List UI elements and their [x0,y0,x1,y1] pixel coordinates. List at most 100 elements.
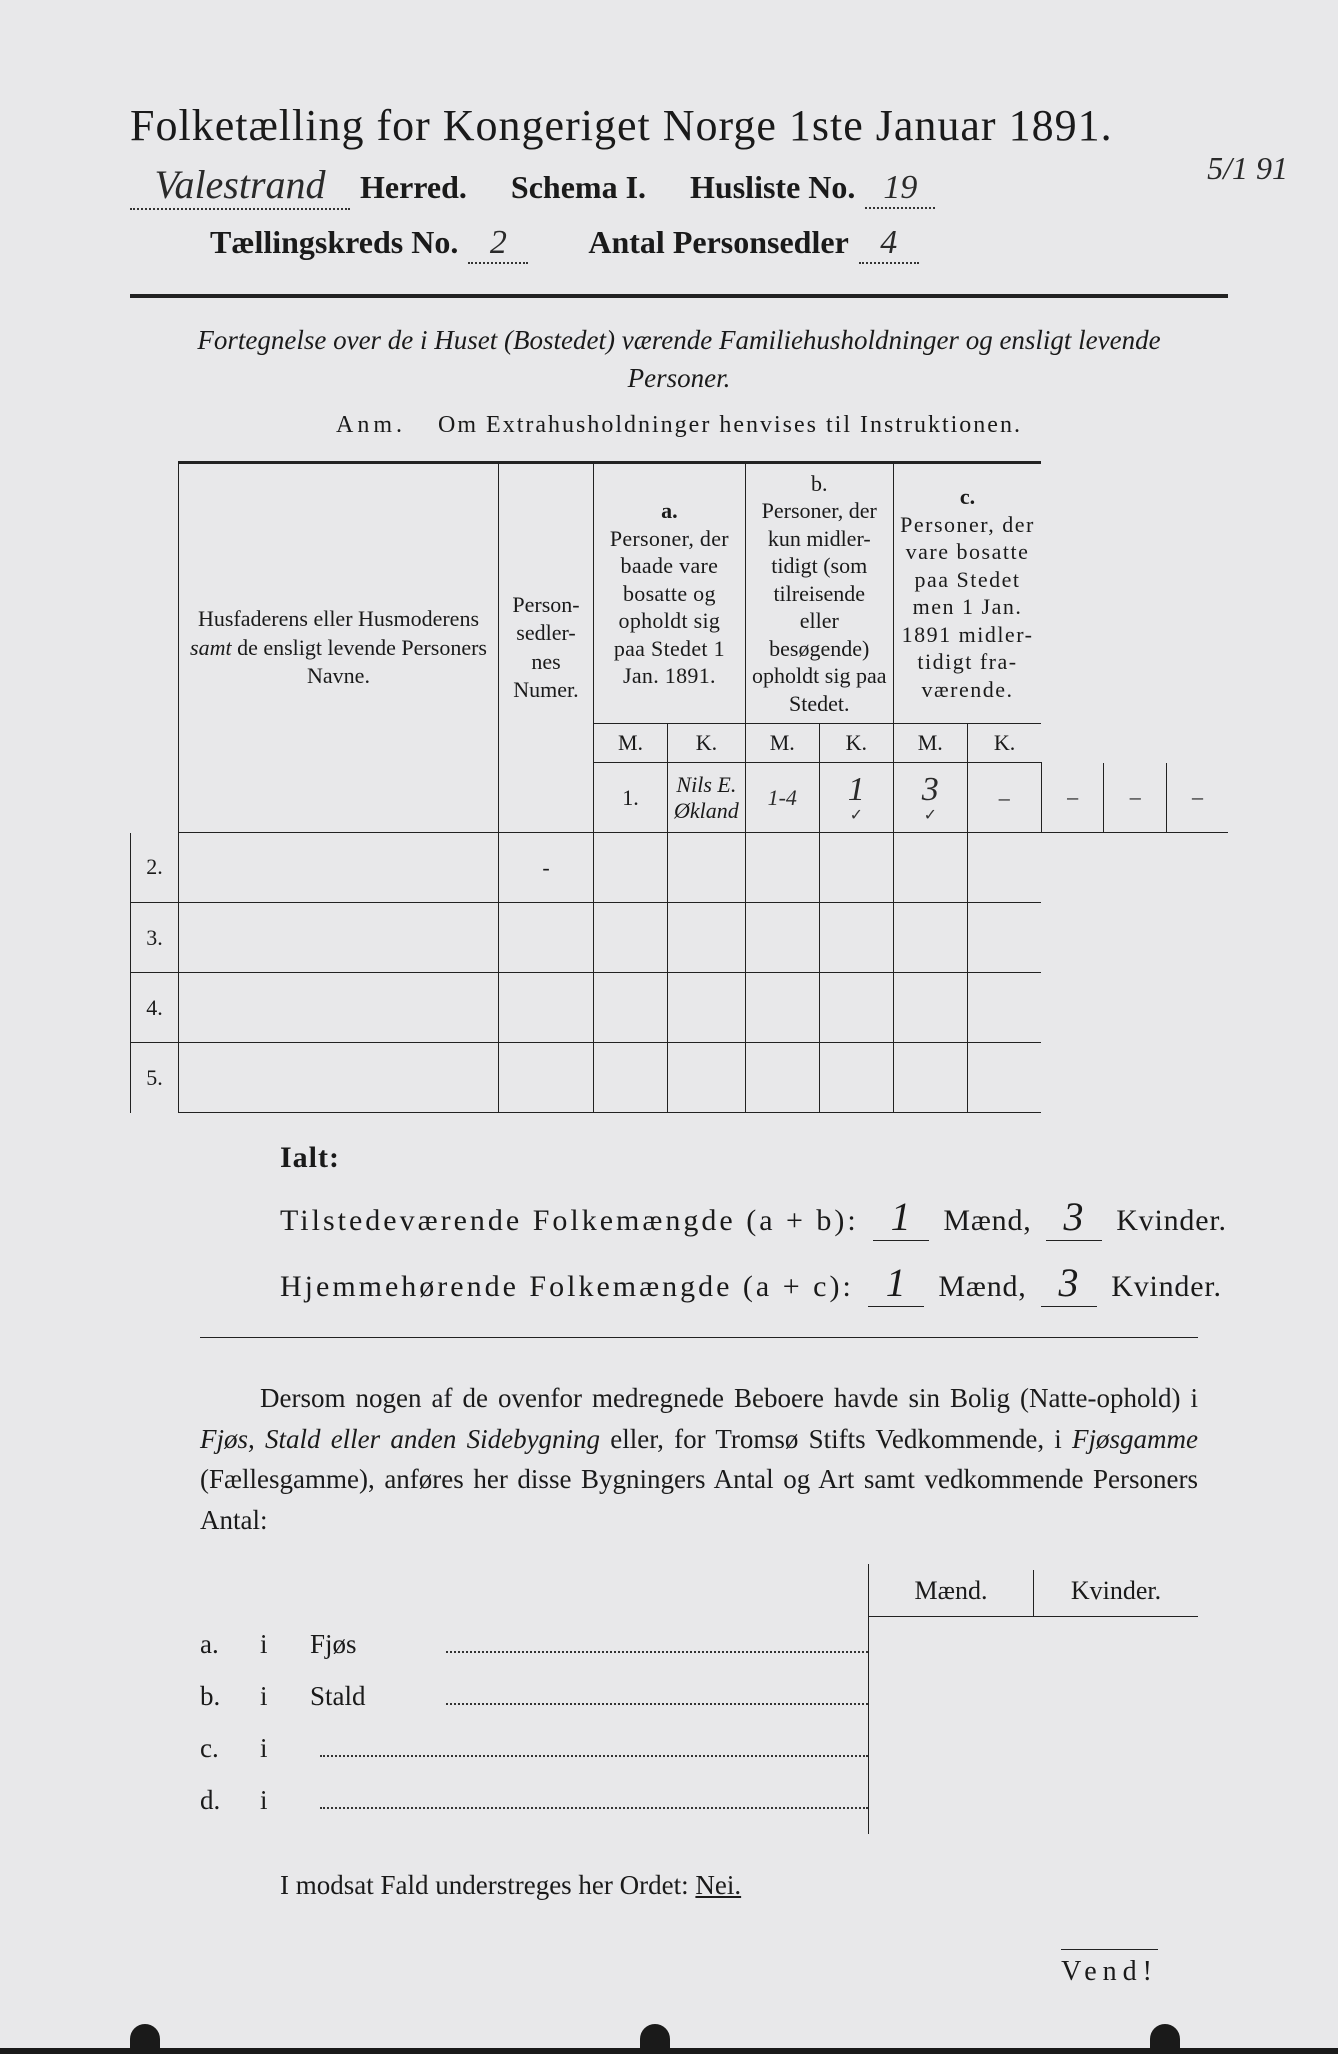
tot1-m: 1 [873,1193,929,1241]
tot2-k: 3 [1041,1259,1097,1307]
header-line-herred: Valestrand Herred. Schema I. Husliste No… [130,161,1228,210]
header-line-kreds: Tællingskreds No. 2 Antal Personsedler 4 [130,224,1228,264]
bygning-paragraph: Dersom nogen af de ovenfor medregnede Be… [200,1378,1198,1540]
cell-cK [967,903,1041,973]
cell-aM [594,1043,668,1113]
bygn-head-k: Kvinder. [1034,1570,1198,1616]
cell-aK [668,973,746,1043]
th-name: Husfaderens eller Husmoderens samt de en… [179,462,499,833]
husliste-label: Husliste No. [690,169,855,206]
totals-line-1: Tilstedeværende Folkemængde (a + b): 1 M… [280,1193,1228,1241]
cell-cK [967,833,1041,903]
bygn-row: b. i Stald [200,1678,868,1712]
tot2-m: 1 [868,1259,924,1307]
cell-cM [893,903,967,973]
page-title: Folketælling for Kongeriget Norge 1ste J… [130,100,1228,151]
cell-aK [668,833,746,903]
intro-text: Fortegnelse over de i Huset (Bostedet) v… [170,322,1188,398]
th-c-m: M. [893,724,967,763]
herred-value: Valestrand [130,161,350,210]
anm-line: Anm. Om Extrahusholdninger henvises til … [130,412,1228,439]
census-table: Husfaderens eller Husmoderens samt de en… [130,461,1228,1114]
margin-date-note: 5/1 91 [1207,150,1288,187]
cell-bM: – [967,763,1041,833]
anm-label: Anm. [336,412,406,438]
cell-aK [668,903,746,973]
nei-line: I modsat Fald understreges her Ordet: Ne… [280,1870,1228,1901]
bygning-list: a. i Fjøs b. i Stald c. i d. i [200,1564,868,1834]
cell-aK: 3✓ [893,763,967,833]
row-pn: - [499,833,594,903]
cell-cM [893,973,967,1043]
cell-cM [893,833,967,903]
th-b-m: M. [745,724,819,763]
th-c-head: c. Personer, der vare bosatte paa Stedet… [893,462,1041,724]
row-num: 5. [131,1043,179,1113]
totals-line-2: Hjemmehørende Folkemængde (a + c): 1 Mæn… [280,1259,1228,1307]
cell-aM [594,833,668,903]
cell-cK: – [1167,763,1228,833]
cell-bM [745,1043,819,1113]
bygning-area: a. i Fjøs b. i Stald c. i d. i [200,1564,1198,1834]
cell-bK [819,1043,893,1113]
row-pn: 1-4 [745,763,819,833]
vend-label: Vend! [1061,1949,1158,1988]
cell-aM [594,973,668,1043]
divider [200,1337,1198,1338]
row-num: 3. [131,903,179,973]
kreds-label: Tællingskreds No. [210,224,458,261]
census-form-page: 5/1 91 Folketælling for Kongeriget Norge… [0,0,1338,2048]
th-a-m: M. [594,724,668,763]
row-name [179,1043,499,1113]
antal-value: 4 [859,224,919,264]
th-personsedler: Person- sedler- nes Numer. [499,462,594,833]
cell-cK [967,973,1041,1043]
cell-bK: – [1041,763,1104,833]
row-name [179,903,499,973]
bygn-head-m: Mænd. [869,1570,1034,1616]
row-name: Nils E. Økland [668,763,746,833]
schema-label: Schema I. [511,169,646,206]
th-blank [131,462,179,833]
cell-cM [893,1043,967,1113]
herred-label: Herred. [360,169,467,206]
row-pn [499,973,594,1043]
table-row: 4. [131,973,1229,1043]
bygn-row: d. i [200,1782,868,1816]
cell-bK [819,973,893,1043]
th-b-head: b. Personer, der kun midler-tidigt (som … [745,462,893,724]
anm-text: Om Extrahusholdninger henvises til Instr… [438,412,1022,438]
row-num: 2. [131,833,179,903]
bygn-row: c. i [200,1730,868,1764]
cell-aM: 1✓ [819,763,893,833]
table-row: 2. - [131,833,1229,903]
cell-cK [967,1043,1041,1113]
husliste-value: 19 [865,169,935,209]
nei-word: Nei. [695,1870,741,1900]
ialt-label: Ialt: [280,1141,1228,1175]
row-num: 1. [594,763,668,833]
cell-bM [745,973,819,1043]
bygn-row: a. i Fjøs [200,1626,868,1660]
row-name [179,833,499,903]
antal-label: Antal Personsedler [588,224,848,261]
table-row: 3. [131,903,1229,973]
divider [130,294,1228,298]
th-c-k: K. [967,724,1041,763]
th-b-k: K. [819,724,893,763]
row-num: 4. [131,973,179,1043]
row-name [179,973,499,1043]
table-row: 5. [131,1043,1229,1113]
cell-bK [819,833,893,903]
tot1-k: 3 [1046,1193,1102,1241]
th-a-head: a. Personer, der baade vare bosatte og o… [594,462,746,724]
cell-aK [668,1043,746,1113]
punch-hole-icon [130,2024,160,2054]
punch-hole-icon [1150,2024,1180,2054]
cell-bM [745,903,819,973]
bygning-mk-columns: Mænd. Kvinder. [868,1564,1198,1834]
cell-aM [594,903,668,973]
cell-bK [819,903,893,973]
cell-bM [745,833,819,903]
row-pn [499,1043,594,1113]
